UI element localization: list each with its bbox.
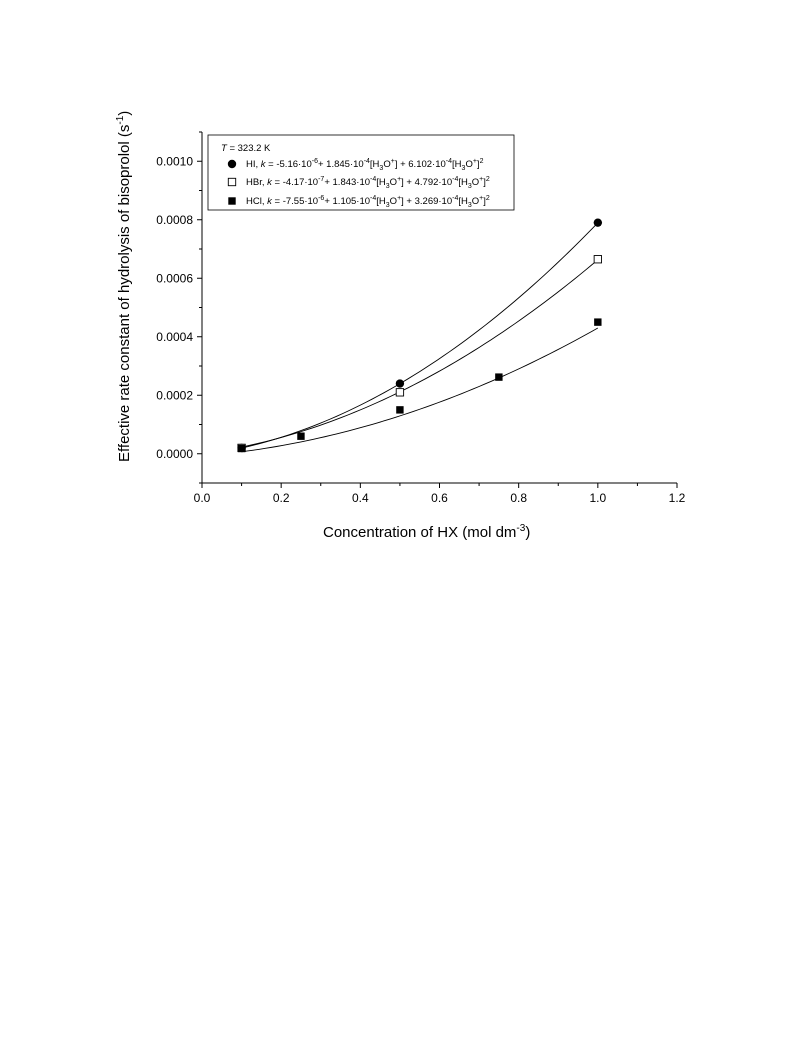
y-axis-title: Effective rate constant of hydrolysis of… — [115, 111, 133, 462]
fit-curve-hbr — [241, 259, 599, 448]
legend-marker-hbr — [227, 177, 237, 187]
data-point-hbr — [593, 255, 602, 264]
y-tick-label: 0.0004 — [156, 330, 193, 344]
x-axis-title: Concentration of HX (mol dm-3) — [323, 523, 530, 541]
y-tick-label: 0.0008 — [156, 213, 193, 227]
legend-marker-hcl — [228, 197, 236, 205]
fit-curves — [241, 222, 599, 453]
data-point-hcl — [495, 373, 503, 381]
data-point-hbr — [395, 388, 405, 397]
y-tick-label: 0.0006 — [156, 271, 193, 285]
y-axis-title-end: ) — [116, 111, 133, 116]
x-axis-title-sup: -3 — [516, 523, 525, 534]
legend-header: T = 323.2 K — [221, 143, 271, 154]
y-tick-label: 0.0002 — [156, 388, 193, 402]
x-axis: 0.0 0.2 0.4 0.6 0.8 1.0 1.2 — [194, 483, 686, 505]
y-tick-label: 0.0000 — [156, 447, 193, 461]
x-tick-label: 1.2 — [669, 491, 686, 505]
data-point-hi — [593, 218, 603, 227]
x-tick-label: 0.8 — [510, 491, 527, 505]
legend-box — [207, 134, 515, 211]
x-tick-label: 0.0 — [194, 491, 211, 505]
x-tick-label: 0.2 — [273, 491, 290, 505]
x-tick-label: 0.6 — [431, 491, 448, 505]
legend-entry-hbr: HBr, k = -4.17·10-7+ 1.843·10-4[H3O+] + … — [246, 176, 490, 190]
y-tick-label: 0.0010 — [156, 154, 193, 168]
fit-curve-hcl — [241, 327, 599, 453]
legend-header-var: T — [221, 143, 228, 154]
fit-curve-hi — [241, 222, 599, 449]
data-markers — [237, 218, 603, 453]
legend: T = 323.2 K HI, k = -5.16·10-6+ 1.845·10… — [207, 134, 515, 211]
data-point-hi — [395, 379, 405, 388]
x-tick-label: 0.4 — [352, 491, 369, 505]
y-axis-title-sup: -1 — [115, 115, 126, 124]
data-point-hcl — [237, 444, 246, 453]
legend-entry-hi: HI, k = -5.16·10-6+ 1.845·10-4[H3O+] + 6… — [246, 158, 484, 172]
legend-header-rest: = 323.2 K — [227, 143, 271, 154]
x-tick-label: 1.0 — [589, 491, 606, 505]
data-point-hcl — [396, 406, 404, 414]
legend-entry-hcl: HCl, k = -7.55·10-6+ 1.105·10-4[H3O+] + … — [246, 195, 490, 209]
y-axis-title-text: Effective rate constant of hydrolysis of… — [116, 125, 133, 462]
x-axis-title-text: Concentration of HX (mol dm — [323, 524, 516, 541]
data-point-hcl — [594, 318, 602, 326]
data-point-hcl — [297, 432, 305, 440]
legend-marker-hi — [227, 159, 237, 169]
x-axis-title-end: ) — [525, 524, 530, 541]
y-axis: 0.0000 0.0002 0.0004 0.0006 0.0008 0.0010 — [156, 131, 202, 484]
